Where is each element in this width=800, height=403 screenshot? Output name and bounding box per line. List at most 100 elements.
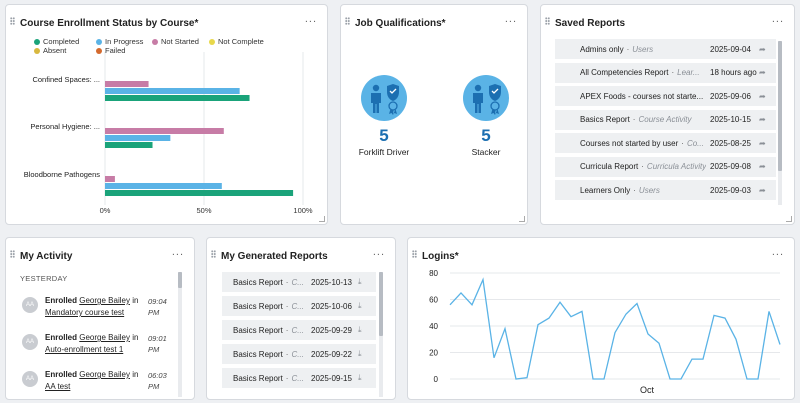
download-icon[interactable]: ⤓	[358, 301, 362, 310]
share-arrow-icon[interactable]: ➦	[759, 162, 766, 171]
legend-dot-not-started	[152, 38, 158, 45]
download-icon[interactable]: ⤓	[358, 349, 362, 358]
share-arrow-icon[interactable]: ➦	[759, 91, 766, 101]
scrollbar-thumb[interactable]	[379, 272, 383, 336]
activity-scrollbar[interactable]	[178, 272, 182, 397]
report-category: C...	[291, 277, 304, 287]
resize-handle-icon[interactable]	[786, 216, 792, 222]
saved-reports-header: Saved Reports ...	[541, 5, 794, 35]
more-options-button[interactable]: ...	[372, 246, 385, 258]
legend-item-not-started[interactable]: Not Started	[152, 37, 199, 46]
scrollbar-thumb[interactable]	[778, 41, 782, 171]
more-options-button[interactable]: ...	[771, 246, 784, 258]
saved-report-row[interactable]: All Competencies Report · Lear... 18 hours …	[555, 62, 776, 83]
y-tick-label: 40	[429, 322, 438, 331]
drag-handle-icon[interactable]	[10, 250, 15, 258]
generated-report-row[interactable]: Basics Report · C... 2025-10-06 ⤓	[222, 296, 376, 316]
enrollment-card: Course Enrollment Status by Course* ... …	[5, 4, 328, 225]
legend-dot-not-complete	[209, 38, 215, 45]
legend-item-completed[interactable]: Completed	[34, 37, 79, 46]
scrollbar-thumb[interactable]	[178, 272, 182, 288]
report-separator: ·	[626, 44, 630, 54]
drag-handle-icon[interactable]	[10, 17, 15, 25]
generated-report-row[interactable]: Basics Report · C... 2025-09-29 ⤓	[222, 320, 376, 340]
drag-handle-icon[interactable]	[345, 17, 350, 25]
share-arrow-icon[interactable]: ➦	[759, 115, 766, 124]
more-options-button[interactable]: ...	[771, 13, 784, 25]
report-separator: ·	[285, 325, 289, 335]
activity-user-link[interactable]: George Bailey	[79, 333, 130, 342]
activity-course-link[interactable]: Mandatory course test	[45, 308, 125, 317]
generated-reports-scrollbar[interactable]	[379, 272, 383, 397]
enrollment-title: Course Enrollment Status by Course*	[20, 18, 199, 29]
activity-action: Enrolled	[45, 370, 78, 379]
resize-handle-icon[interactable]	[519, 216, 525, 222]
report-separator: ·	[641, 162, 644, 171]
qualification-stacker[interactable]: 5 Stacker	[446, 75, 526, 157]
activity-text: Enrolled George Bailey in AA test	[45, 369, 143, 393]
saved-report-row[interactable]: APEX Foods - courses not starte... 2025-0…	[555, 86, 776, 106]
report-name: APEX Foods - courses not starte...	[580, 91, 704, 101]
qualifications-header: Job Qualifications* ...	[341, 5, 527, 35]
saved-report-row[interactable]: Admins only · Users 2025-09-04 ➦	[555, 39, 776, 59]
logins-line-chart: 0 20 40 60 80 Oct	[429, 269, 781, 395]
saved-report-row[interactable]: Basics Report · Course Activity 2025-10-15 ➦	[555, 109, 776, 130]
saved-reports-scrollbar[interactable]	[778, 41, 782, 205]
bar-completed[interactable]	[105, 95, 250, 101]
download-icon[interactable]: ⤓	[358, 325, 362, 334]
activity-action: Enrolled	[45, 296, 78, 305]
qualification-count: 5	[481, 126, 491, 145]
legend-item-failed[interactable]: Failed	[96, 46, 125, 55]
saved-report-row[interactable]: Curricula Report · Curricula Activity 2025-…	[555, 156, 776, 177]
share-arrow-icon[interactable]: ➦	[759, 185, 766, 195]
drag-handle-icon[interactable]	[545, 17, 550, 25]
more-options-button[interactable]: ...	[304, 13, 317, 25]
download-icon[interactable]: ⤓	[358, 373, 362, 382]
y-tick-label: 80	[429, 269, 438, 278]
share-arrow-icon[interactable]: ➦	[759, 138, 766, 148]
bar-not-started[interactable]	[105, 176, 115, 182]
legend-item-not-complete[interactable]: Not Complete	[209, 37, 264, 46]
activity-time: 09:01 PM	[148, 334, 167, 354]
drag-handle-icon[interactable]	[412, 250, 417, 258]
share-arrow-icon[interactable]: ➦	[759, 68, 766, 77]
activity-course-link[interactable]: AA test	[45, 382, 71, 391]
generated-report-row[interactable]: Basics Report · C... 2025-09-22 ⤓	[222, 344, 376, 364]
logins-series-line[interactable]	[449, 277, 781, 380]
report-separator: ·	[633, 185, 636, 195]
report-name: Basics Report	[233, 325, 283, 335]
resize-handle-icon[interactable]	[319, 216, 325, 222]
share-arrow-icon[interactable]: ➦	[759, 44, 766, 54]
report-date: 2025-09-15	[311, 373, 352, 383]
bar-not-started[interactable]	[105, 128, 224, 134]
more-options-button[interactable]: ...	[504, 13, 517, 25]
bar-in-progress[interactable]	[105, 88, 240, 94]
y-tick-label: 0	[434, 375, 439, 384]
report-separator: ·	[681, 138, 684, 148]
drag-handle-icon[interactable]	[211, 250, 216, 258]
saved-reports-title: Saved Reports	[555, 18, 626, 29]
bar-in-progress[interactable]	[105, 135, 171, 141]
download-icon[interactable]: ⤓	[358, 277, 362, 286]
activity-preposition: in	[132, 370, 139, 379]
generated-report-row[interactable]: Basics Report · C... 2025-09-15 ⤓	[222, 368, 376, 388]
report-name: Basics Report	[233, 349, 283, 359]
legend-item-in-progress[interactable]: In Progress	[96, 37, 143, 46]
saved-report-row[interactable]: Learners Only · Users 2025-09-03 ➦	[555, 180, 776, 200]
bar-completed[interactable]	[105, 142, 153, 148]
generated-reports-header: My Generated Reports ...	[207, 238, 395, 268]
legend-dot-absent	[34, 47, 40, 54]
activity-course-link[interactable]: Auto-enrollment test 1	[45, 345, 124, 354]
legend-item-absent[interactable]: Absent	[34, 46, 66, 55]
report-date: 2025-09-06	[710, 91, 751, 101]
more-options-button[interactable]: ...	[171, 246, 184, 258]
activity-user-link[interactable]: George Bailey	[79, 370, 130, 379]
bar-not-started[interactable]	[105, 81, 149, 87]
generated-report-row[interactable]: Basics Report · C... 2025-10-13 ⤓	[222, 272, 376, 292]
bar-completed[interactable]	[105, 190, 294, 196]
saved-report-row[interactable]: Courses not started by user · Co... 2025-08…	[555, 133, 776, 153]
activity-card: My Activity ...	[5, 237, 195, 400]
qualification-forklift-driver[interactable]: 5 Forklift Driver	[344, 75, 424, 157]
bar-in-progress[interactable]	[105, 183, 222, 189]
activity-user-link[interactable]: George Bailey	[79, 296, 130, 305]
